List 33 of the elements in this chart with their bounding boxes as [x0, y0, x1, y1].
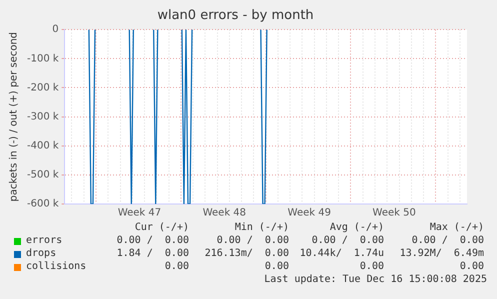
x-tick-label: Week 47: [118, 208, 162, 219]
text: 0.00 / 0.00: [116, 235, 189, 247]
x-tick-label: Week 50: [372, 208, 416, 219]
text: 0.00: [164, 261, 189, 273]
text: Max (-/+): [428, 222, 484, 234]
y-tick-label: -100 k: [26, 53, 59, 64]
text: Min (-/+): [234, 222, 289, 234]
text: 0.00 / 0.00: [310, 235, 384, 247]
y-tick-label: -400 k: [26, 140, 59, 152]
text: 1.84 / 0.00: [116, 248, 189, 260]
text: 0.00: [264, 261, 289, 273]
text: Cur (-/+): [134, 222, 189, 234]
x-tick-label: Week 48: [202, 208, 246, 219]
text: 0.00 / 0.00: [410, 235, 484, 247]
text: 0.00: [358, 261, 384, 273]
text: Last update: Tue Dec 16 15:00:08 2025: [263, 273, 488, 286]
x-tick-label: Week 49: [288, 208, 331, 219]
y-tick-label: -200 k: [26, 82, 59, 94]
text: 10.44k/ 1.74u: [298, 248, 384, 260]
text: 13.92M/ 6.49m: [398, 248, 484, 260]
legend-label: errors: [26, 235, 62, 247]
y-tick-label: -600 k: [26, 198, 59, 210]
legend-label: collisions: [26, 261, 86, 273]
text: Avg (-/+): [328, 222, 384, 234]
text: 0.00: [458, 261, 484, 273]
y-tick-label: 0: [52, 24, 59, 36]
text: 0.00 / 0.00: [216, 235, 289, 247]
chart-title: wlan0 errors - by month: [157, 8, 314, 24]
legend-label: drops: [26, 248, 56, 260]
y-tick-label: -300 k: [26, 111, 59, 122]
text: 216.13m/ 0.00: [204, 248, 289, 260]
y-tick-label: -500 k: [26, 170, 59, 181]
y-axis-title: packets in (-) / out (+) per second: [8, 32, 20, 202]
